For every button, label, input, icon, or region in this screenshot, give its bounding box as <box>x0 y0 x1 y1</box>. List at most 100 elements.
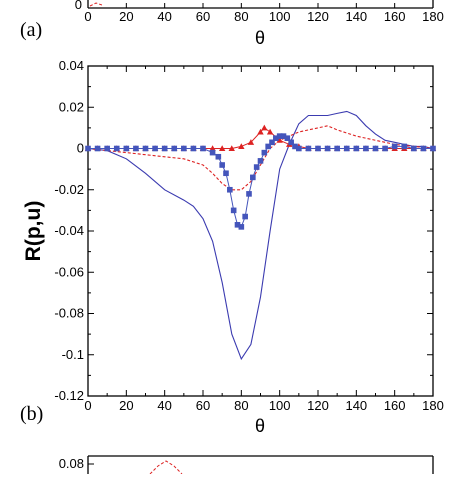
square-point <box>305 145 312 152</box>
panel-a-x-tick-label: 160 <box>384 9 406 24</box>
y-tick-label: 0 <box>77 141 84 156</box>
y-tick-label: -0.06 <box>54 264 84 279</box>
square-point <box>215 153 222 160</box>
square-point <box>190 145 197 152</box>
square-point <box>261 149 268 156</box>
triangle-point <box>209 145 216 152</box>
square-point <box>292 143 298 150</box>
square-point <box>334 145 340 152</box>
square-point <box>250 174 256 181</box>
panel-b-letter: (b) <box>20 403 43 425</box>
panel-a-x-tick-label: 180 <box>422 9 444 24</box>
square-point <box>152 145 158 152</box>
panel-b-x-ticks: 0 20 40 60 80 100 120 140 160 180 <box>84 66 444 413</box>
panel-a-x-axis-label: θ <box>255 28 265 48</box>
x-tick-label: 100 <box>269 398 291 413</box>
square-point <box>230 207 237 214</box>
square-point <box>234 222 241 228</box>
panel-b-series <box>84 110 437 361</box>
triangle-point <box>266 128 274 135</box>
x-tick-label: 20 <box>119 398 133 413</box>
panel-a-curve-fragment <box>89 2 103 7</box>
square-point <box>315 145 321 152</box>
square-point <box>324 145 331 152</box>
panel-b: 0.04 0.02 0 -0.02 -0.04 -0.06 -0.08 -0.1 -0.12 0… <box>20 58 444 436</box>
y-tick-label: -0.04 <box>54 223 84 238</box>
x-tick-label: 80 <box>234 398 248 413</box>
square-point <box>343 145 350 152</box>
square-point <box>363 145 369 152</box>
panel-c: 0.08 <box>59 455 434 475</box>
square-point <box>123 145 130 152</box>
series-square-line <box>88 135 433 228</box>
triangle-point <box>238 143 245 149</box>
square-point <box>257 158 264 164</box>
triangle-point <box>257 128 264 135</box>
x-tick-label: 160 <box>384 398 406 413</box>
square-point <box>171 145 178 152</box>
series-solid-line <box>87 110 434 361</box>
square-point <box>227 186 233 193</box>
x-tick-label: 140 <box>345 398 367 413</box>
panel-a-x-tick-label: 140 <box>345 9 367 24</box>
square-point <box>181 145 187 152</box>
y-tick-label: -0.02 <box>54 182 84 197</box>
triangle-point <box>218 145 226 152</box>
triangle-point <box>247 139 255 145</box>
triangle-point <box>228 145 235 152</box>
panel-a-x-tick-label: 120 <box>307 9 329 24</box>
y-tick-label: 0.02 <box>59 99 84 114</box>
square-point <box>133 145 139 152</box>
x-tick-label: 60 <box>196 398 210 413</box>
x-tick-label: 40 <box>157 398 171 413</box>
square-point <box>209 149 216 156</box>
square-point <box>161 145 168 152</box>
panel-a-x-tick-label: 0 <box>84 9 91 24</box>
panel-a-y-tick-label: 0 <box>75 0 82 12</box>
panel-a-x-tick-label: 20 <box>119 9 133 24</box>
panel-b-x-axis-label: θ <box>255 416 265 436</box>
square-point <box>242 213 248 220</box>
panel-c-y-tick-label: 0.08 <box>59 456 84 471</box>
square-point <box>253 164 260 170</box>
square-point <box>273 135 279 141</box>
square-point <box>142 145 149 152</box>
square-point <box>246 191 252 197</box>
square-point <box>401 143 408 150</box>
square-point <box>288 139 294 146</box>
square-point <box>276 133 283 139</box>
y-tick-label: -0.1 <box>62 347 84 362</box>
panel-b-y-axis-label: R(p,u) <box>22 201 45 262</box>
x-tick-label: 0 <box>84 398 91 413</box>
square-point <box>382 145 388 152</box>
square-point <box>265 143 271 150</box>
panel-a-x-ticks: 0 20 40 60 80 100 120 140 160 180 <box>84 3 444 24</box>
square-point <box>113 145 120 152</box>
square-point <box>85 145 91 152</box>
square-point <box>280 133 287 139</box>
panel-a-x-tick-label: 60 <box>196 9 210 24</box>
square-point <box>284 135 291 141</box>
square-point <box>219 162 225 168</box>
x-tick-label: 120 <box>307 398 329 413</box>
square-point <box>269 139 275 146</box>
square-point <box>420 145 427 152</box>
square-point <box>200 145 206 152</box>
panel-b-frame <box>87 65 434 397</box>
square-point <box>391 143 398 150</box>
square-point <box>372 145 379 152</box>
series-dashed-line <box>87 125 434 191</box>
square-point <box>411 145 417 152</box>
triangle-point <box>261 124 268 131</box>
square-point <box>104 145 110 152</box>
panel-a-x-tick-label: 80 <box>234 9 248 24</box>
panel-a: 0 0 20 40 60 80 100 120 140 160 180 (a) θ <box>20 0 444 48</box>
y-tick-label: 0.04 <box>59 58 84 73</box>
square-point <box>296 145 302 152</box>
panel-a-letter: (a) <box>20 19 42 41</box>
panel-b-y-ticks: 0.04 0.02 0 -0.02 -0.04 -0.06 -0.08 -0.1 -0.12 <box>54 58 433 403</box>
panel-a-x-tick-label: 100 <box>269 9 291 24</box>
square-point <box>238 224 245 230</box>
